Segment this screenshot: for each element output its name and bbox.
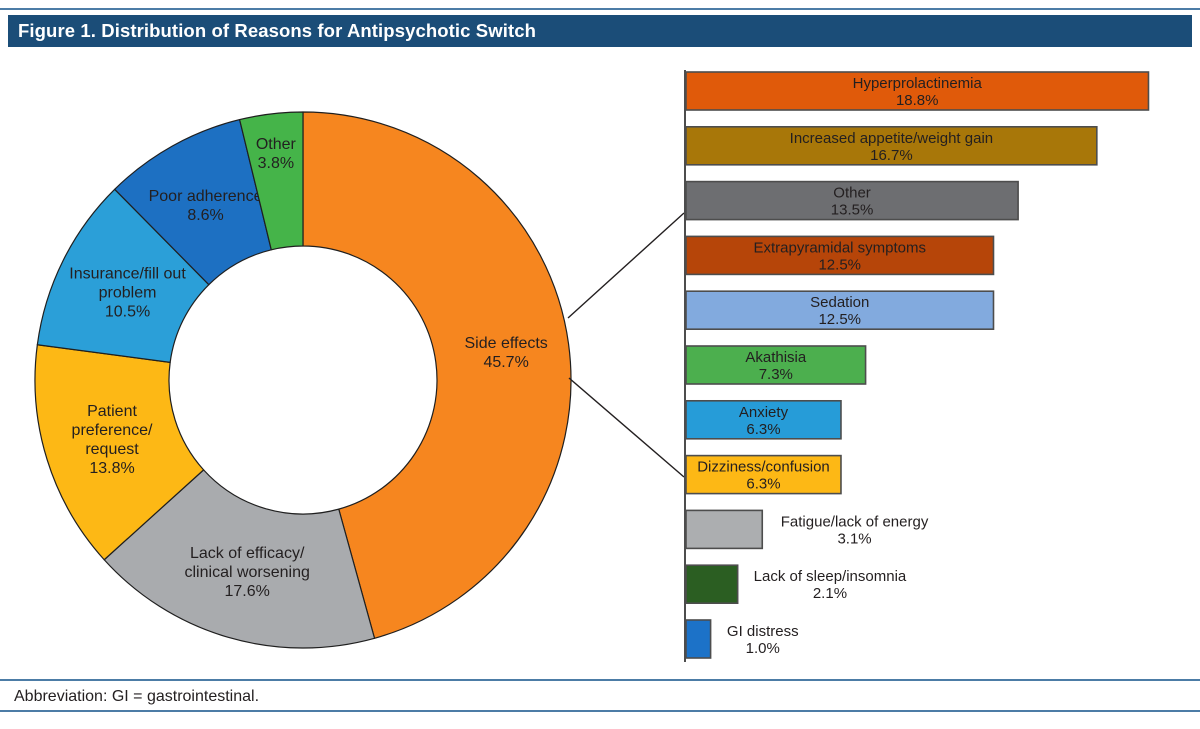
footnote: Abbreviation: GI = gastrointestinal. [14, 688, 260, 705]
bar-chart: Hyperprolactinemia 18.8% Increased appetit… [684, 70, 1150, 662]
donut-label-patient-preference-request: Patient preference/request 13.8% [72, 403, 153, 477]
leader-line-bottom [568, 377, 685, 478]
bar-fatigue-lack-of-energy [685, 509, 764, 550]
bar-akathisia [685, 345, 867, 385]
donut-label-side-effects: Side effects 45.7% [464, 335, 547, 371]
donut-segment-side-effects [302, 111, 572, 639]
bar-label-lack-of-sleep-insomnia: Lack of sleep/insomnia 2.1% [754, 568, 907, 602]
bar-sedation [685, 290, 995, 331]
donut-segment-patient-preference-request [34, 344, 205, 561]
donut-segment-lack-of-efficacy-clinical-worsening [103, 469, 376, 649]
bar-increased-appetite-weight-gain [685, 126, 1098, 166]
footnote-rule-top [0, 679, 1200, 681]
bar-label-increased-appetite-weight-gain: Increased appetite/weight gain 16.7% [790, 130, 993, 164]
bar-label-sedation: Sedation 12.5% [810, 294, 869, 328]
figure-title: Figure 1. Distribution of Reasons for An… [18, 20, 537, 41]
bar-lack-of-sleep-insomnia [685, 564, 739, 605]
donut-label-other: Other 3.8% [256, 136, 297, 172]
donut-chart: Side effects 45.7% Lack of efficacy/clinic… [34, 111, 572, 649]
bar-label-other: Other 13.5% [831, 185, 874, 219]
top-rule [0, 8, 1200, 10]
leader-line-top [567, 212, 685, 319]
donut-segment-other [239, 111, 304, 251]
donut-label-insurance-fill-out-problem: Insurance/fill out problem 10.5% [69, 266, 186, 321]
bar-label-anxiety: Anxiety 6.3% [739, 404, 789, 438]
bar-label-dizziness-confusion: Dizziness/confusion 6.3% [697, 459, 830, 493]
bar-gi-distress [685, 619, 712, 659]
bar-dizziness-confusion [685, 454, 842, 495]
bar-label-fatigue-lack-of-energy: Fatigue/lack of energy 3.1% [781, 513, 929, 547]
bar-hyperprolactinemia [685, 71, 1150, 111]
leader-lines [567, 212, 685, 478]
bar-label-gi-distress: GI distress 1.0% [727, 623, 799, 657]
donut-label-poor-adherence: Poor adherence 8.6% [149, 188, 263, 224]
footnote-rule-bottom [0, 710, 1200, 712]
bar-other [685, 180, 1019, 221]
donut-label-lack-of-efficacy-clinical-worsening: Lack of efficacy/clinical worsening 17.6% [185, 545, 310, 600]
figure-title-bar: Figure 1. Distribution of Reasons for An… [8, 15, 1192, 47]
bar-label-hyperprolactinemia: Hyperprolactinemia 18.8% [853, 75, 983, 109]
bar-label-extrapyramidal-symptoms: Extrapyramidal symptoms 12.5% [753, 239, 926, 273]
bar-anxiety [685, 399, 842, 440]
bar-label-akathisia: Akathisia 7.3% [745, 349, 807, 383]
bar-extrapyramidal-symptoms [685, 235, 995, 276]
